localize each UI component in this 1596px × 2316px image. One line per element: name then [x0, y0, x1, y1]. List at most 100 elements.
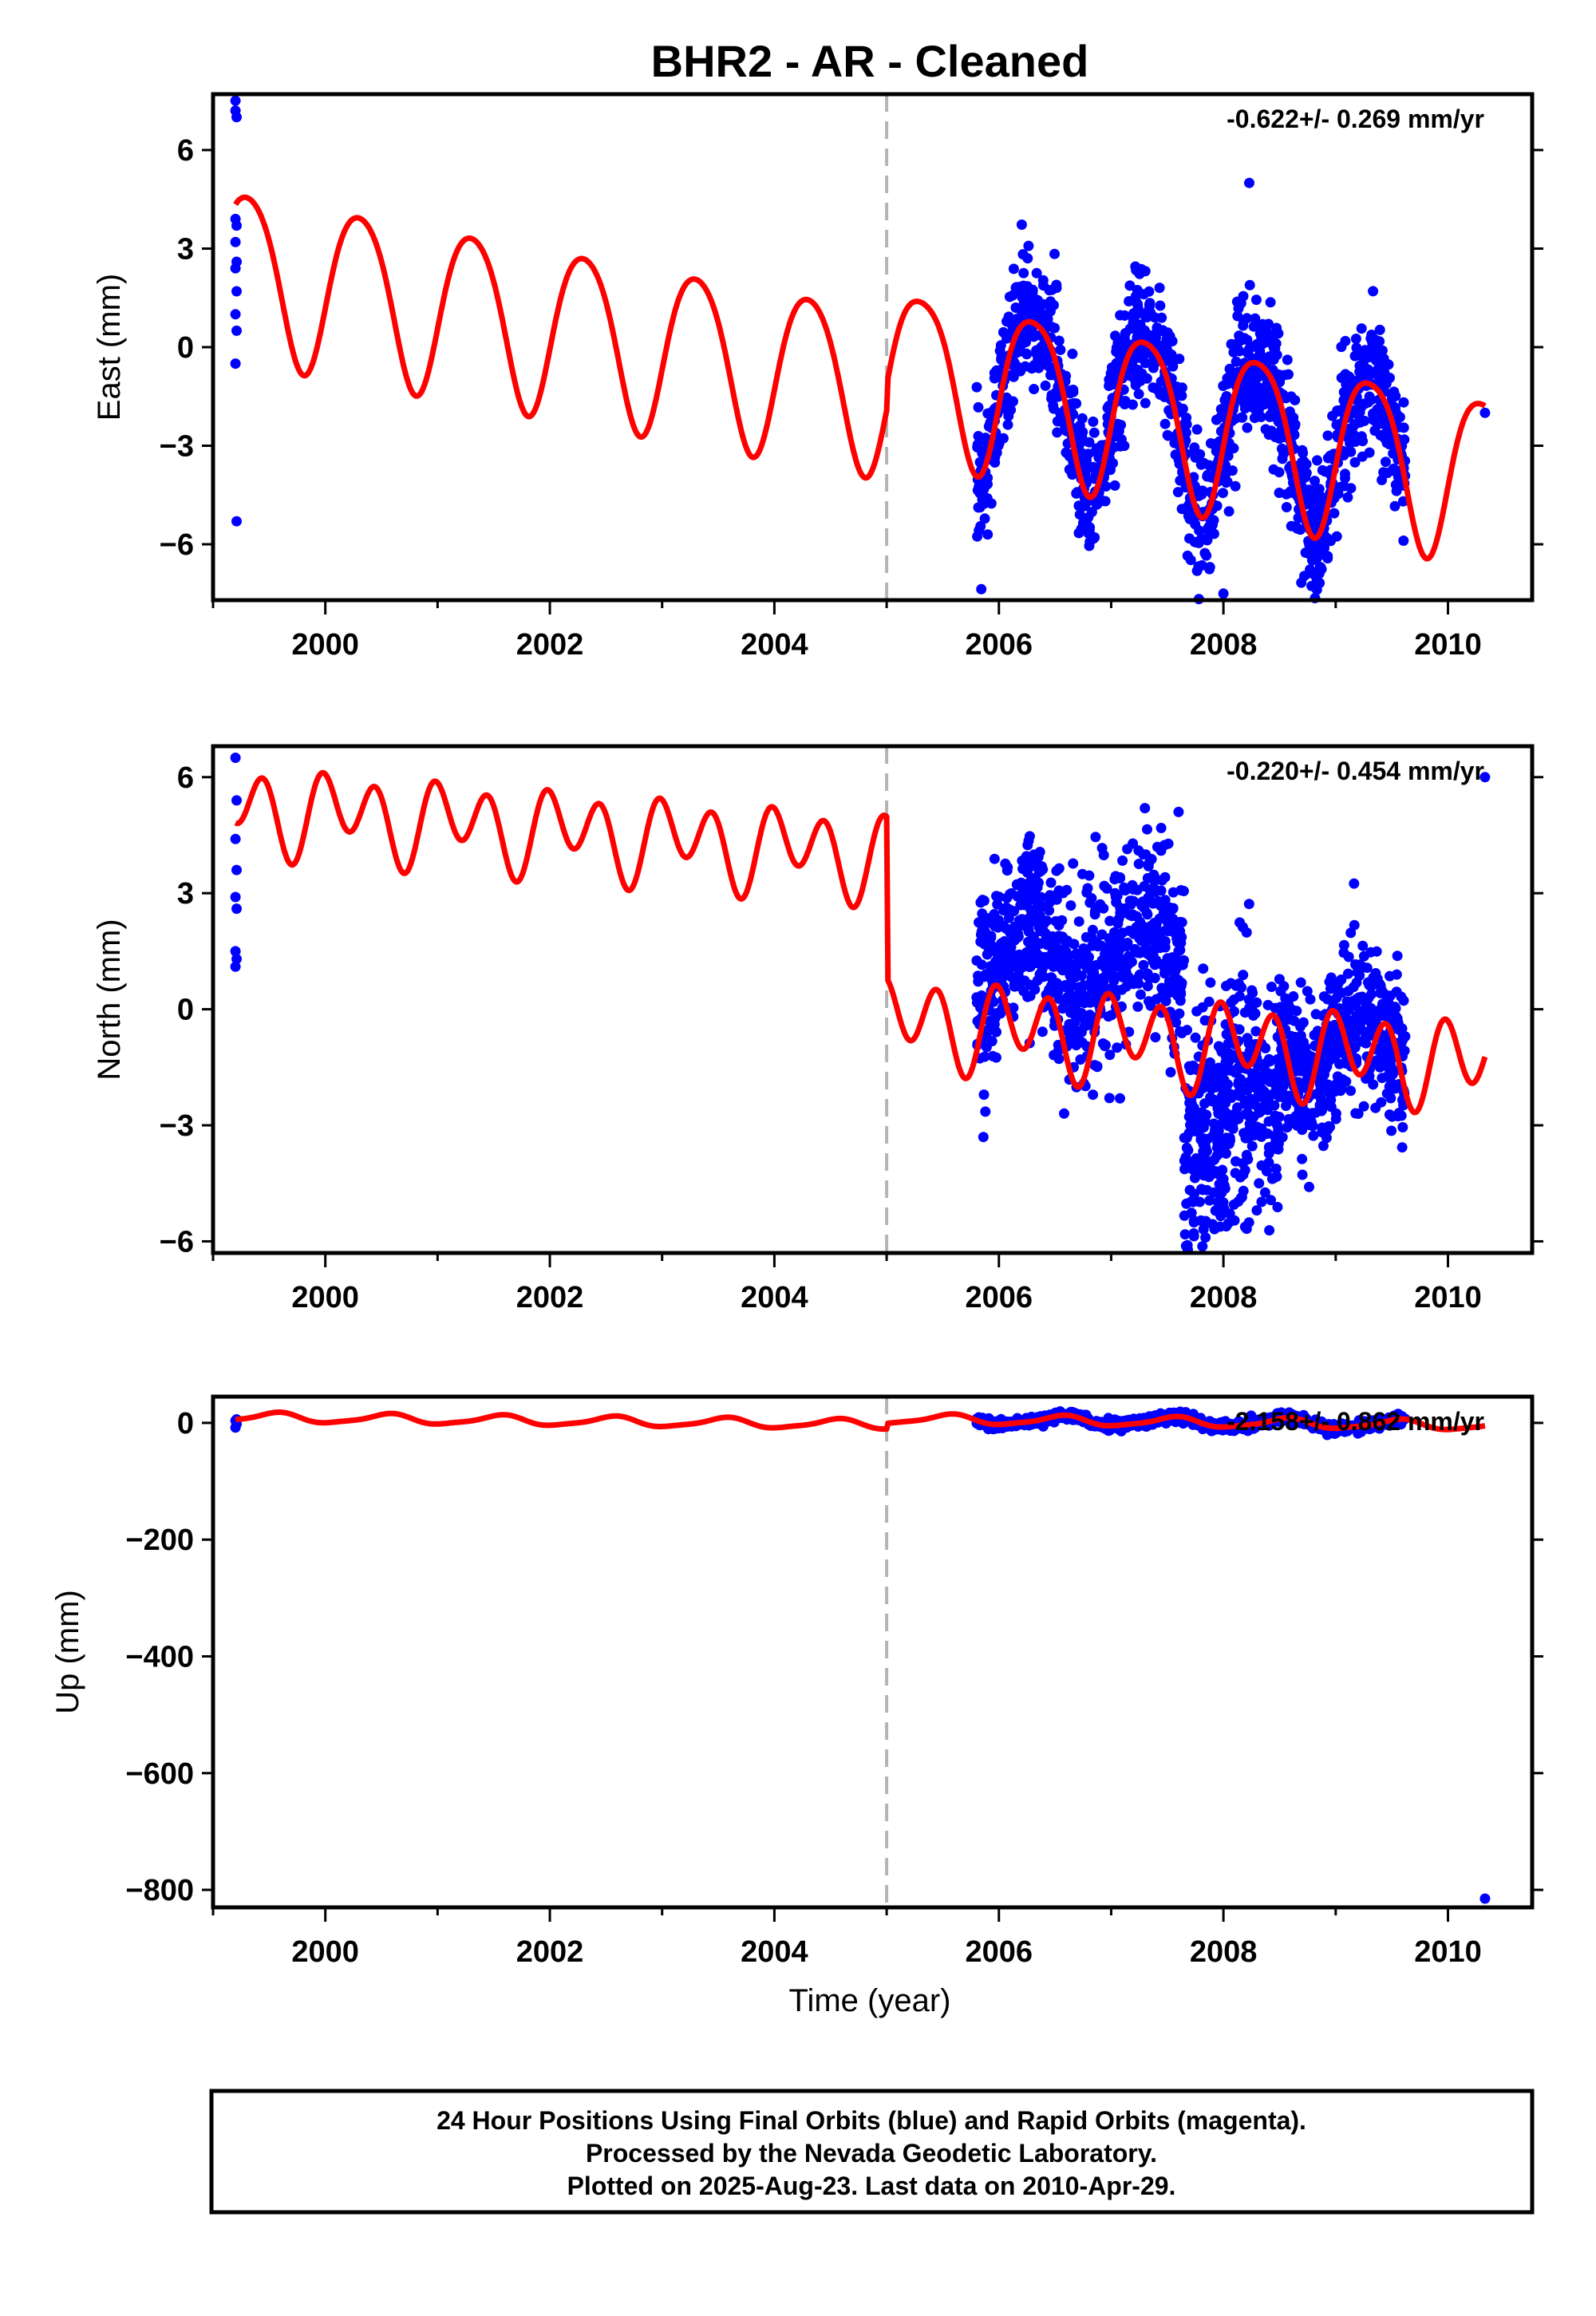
data-point	[1364, 447, 1375, 458]
data-point	[1277, 1072, 1288, 1083]
data-point	[1175, 931, 1187, 943]
data-point	[994, 346, 1005, 357]
data-point	[1204, 1195, 1215, 1206]
data-point	[1398, 397, 1409, 408]
data-point	[1306, 580, 1317, 591]
data-point	[1200, 1072, 1211, 1083]
data-point	[1276, 1057, 1287, 1069]
data-point	[1098, 850, 1109, 860]
data-point	[1149, 312, 1160, 323]
data-point	[1134, 352, 1145, 363]
data-point	[1173, 946, 1184, 957]
data-point	[1163, 838, 1174, 849]
data-point	[1263, 1053, 1274, 1065]
data-point	[981, 1041, 992, 1053]
data-point	[1166, 964, 1177, 975]
data-point	[1374, 1011, 1385, 1022]
data-point	[1071, 488, 1082, 499]
data-point	[1077, 413, 1088, 424]
y-tick-label: −3	[160, 430, 194, 464]
data-point	[1325, 536, 1336, 547]
data-point	[1377, 998, 1388, 1010]
data-point	[1266, 1195, 1276, 1206]
data-point	[1084, 522, 1096, 533]
data-point	[1398, 536, 1409, 546]
data-point	[1188, 1231, 1199, 1242]
data-point	[1349, 919, 1360, 931]
data-point	[1017, 306, 1028, 318]
data-point	[1222, 373, 1233, 384]
data-point	[231, 112, 242, 123]
data-point	[1372, 973, 1383, 984]
data-point	[1239, 333, 1250, 344]
data-point	[1061, 884, 1073, 895]
data-point	[1046, 284, 1057, 295]
data-point	[1231, 1156, 1241, 1167]
data-point	[1230, 413, 1241, 425]
data-point	[1151, 954, 1162, 966]
data-point	[1041, 915, 1053, 927]
data-point	[1083, 512, 1094, 523]
data-point	[1371, 1055, 1382, 1066]
data-point	[1086, 932, 1097, 943]
data-point	[1249, 1130, 1260, 1140]
data-point	[993, 441, 1004, 452]
data-point	[1183, 1144, 1194, 1156]
data-point	[1070, 962, 1081, 974]
data-point	[1207, 520, 1218, 531]
data-point	[1316, 1105, 1327, 1117]
data-point	[1047, 949, 1058, 960]
data-point	[1081, 1020, 1092, 1031]
data-point	[1283, 1113, 1294, 1124]
x-axis-label: Time (year)	[789, 1983, 951, 2018]
data-point	[1218, 381, 1229, 391]
data-point	[1352, 994, 1362, 1004]
data-point	[1376, 1097, 1387, 1108]
data-point	[1354, 1015, 1365, 1026]
x-tick-label: 2008	[1190, 628, 1258, 662]
x-tick-label: 2008	[1190, 1281, 1258, 1314]
data-point	[1226, 338, 1237, 350]
data-point	[1230, 1168, 1241, 1179]
data-point	[1026, 302, 1037, 313]
data-point	[998, 433, 1009, 444]
data-point	[1249, 1099, 1260, 1109]
data-point	[1104, 1093, 1115, 1104]
data-point	[1149, 973, 1160, 983]
data-point	[1196, 559, 1207, 571]
data-point	[1104, 374, 1115, 385]
data-point	[1122, 959, 1133, 970]
data-point	[1365, 1017, 1377, 1028]
data-point	[1309, 1030, 1320, 1041]
observations-north	[230, 753, 1491, 1255]
data-point	[1052, 427, 1063, 438]
data-point	[1378, 467, 1389, 478]
data-point	[1046, 393, 1057, 404]
data-point	[1068, 386, 1079, 397]
y-tick-label: 6	[177, 134, 194, 168]
data-point	[1176, 978, 1187, 989]
data-point	[1099, 880, 1110, 891]
data-point	[972, 531, 983, 542]
data-point	[1140, 266, 1151, 277]
x-tick-label: 2010	[1414, 1281, 1482, 1314]
data-point	[1205, 977, 1216, 988]
data-point	[1317, 1140, 1329, 1152]
data-point	[1228, 1199, 1239, 1210]
data-point	[1198, 1223, 1209, 1235]
data-point	[1136, 900, 1148, 911]
data-point	[1398, 422, 1409, 433]
data-point	[1040, 935, 1051, 947]
data-point	[1263, 1068, 1274, 1079]
data-point	[1308, 1130, 1319, 1141]
data-point	[1075, 1054, 1086, 1065]
data-point	[1004, 958, 1015, 969]
data-point	[1143, 860, 1154, 871]
data-point	[1224, 1065, 1235, 1076]
data-point	[1122, 844, 1133, 855]
data-point	[978, 1089, 990, 1101]
data-point	[1040, 380, 1051, 391]
data-point	[1286, 520, 1297, 532]
y-tick-label: −200	[125, 1524, 194, 1557]
data-point	[1124, 280, 1136, 291]
